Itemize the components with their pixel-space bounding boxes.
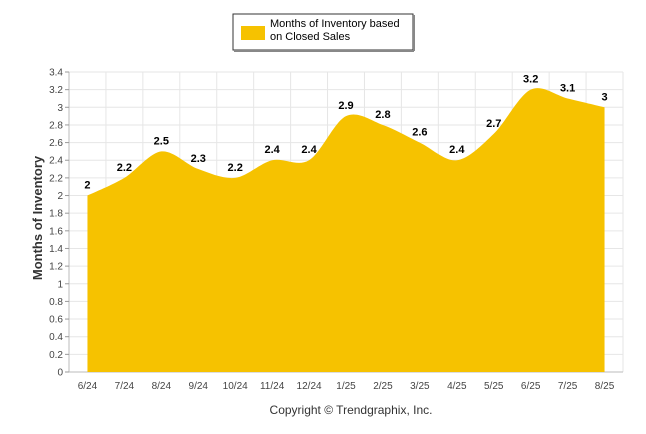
data-label: 2.4 bbox=[449, 144, 465, 156]
y-tick-label: 1.2 bbox=[49, 262, 63, 273]
x-tick-label: 12/24 bbox=[297, 381, 322, 392]
data-label: 3 bbox=[601, 91, 607, 103]
data-label: 2.2 bbox=[117, 162, 132, 174]
x-axis-ticks: 6/24 7/24 8/24 9/24 10/24 11/24 12/24 1/25 2/25 3… bbox=[78, 381, 615, 392]
x-tick-label: 6/24 bbox=[78, 381, 98, 392]
inventory-area bbox=[87, 88, 605, 373]
copyright-text: Copyright © Trendgraphix, Inc. bbox=[270, 403, 433, 417]
data-label: 3.1 bbox=[560, 82, 575, 94]
data-label: 2.3 bbox=[191, 153, 206, 165]
x-tick-label: 2/25 bbox=[373, 381, 393, 392]
y-axis-ticks: 0 0.2 0.4 0.6 0.8 1 1.2 1.4 1.6 1.8 2 2.2 2.4 2.6 2.8 3… bbox=[49, 68, 69, 379]
y-tick-label: 2.8 bbox=[49, 120, 63, 131]
data-label: 2.5 bbox=[154, 135, 169, 147]
x-tick-label: 8/25 bbox=[595, 381, 615, 392]
x-tick-label: 8/24 bbox=[152, 381, 172, 392]
y-tick-label: 2.6 bbox=[49, 138, 63, 149]
data-labels: 2 2.2 2.5 2.3 2.2 2.4 2.4 2.9 2.8 2.6 2.4 2.7 3.2 3.1… bbox=[84, 74, 607, 192]
legend: Months of Inventory based on Closed Sale… bbox=[232, 13, 415, 52]
legend-swatch bbox=[241, 26, 265, 40]
y-tick-label: 2.2 bbox=[49, 173, 63, 184]
x-tick-label: 9/24 bbox=[189, 381, 209, 392]
y-tick-label: 1.4 bbox=[49, 244, 63, 255]
data-label: 3.2 bbox=[523, 74, 538, 86]
x-tick-label: 7/25 bbox=[558, 381, 578, 392]
y-axis-title: Months of Inventory bbox=[30, 155, 45, 280]
y-tick-label: 3.2 bbox=[49, 85, 63, 96]
y-tick-label: 2.4 bbox=[49, 156, 63, 167]
y-tick-label: 0.6 bbox=[49, 315, 63, 326]
x-tick-label: 6/25 bbox=[521, 381, 541, 392]
data-label: 2.8 bbox=[375, 109, 390, 121]
x-tick-label: 11/24 bbox=[260, 381, 285, 392]
data-label: 2.4 bbox=[301, 144, 317, 156]
data-label: 2.6 bbox=[412, 127, 427, 139]
y-tick-label: 2 bbox=[57, 191, 63, 202]
y-tick-label: 3.4 bbox=[49, 68, 63, 79]
x-tick-label: 10/24 bbox=[223, 381, 248, 392]
data-label: 2.2 bbox=[228, 162, 243, 174]
data-label: 2.7 bbox=[486, 118, 501, 130]
data-label: 2 bbox=[84, 180, 90, 192]
x-tick-label: 3/25 bbox=[410, 381, 430, 392]
x-tick-label: 7/24 bbox=[115, 381, 135, 392]
y-tick-label: 1 bbox=[57, 279, 63, 290]
y-tick-label: 1.6 bbox=[49, 226, 63, 237]
legend-label-line-1: Months of Inventory based bbox=[270, 18, 400, 30]
y-tick-label: 0 bbox=[57, 368, 63, 379]
x-tick-label: 1/25 bbox=[336, 381, 356, 392]
legend-label-line-2: on Closed Sales bbox=[270, 31, 351, 43]
y-tick-label: 0.8 bbox=[49, 297, 63, 308]
y-tick-label: 0.2 bbox=[49, 350, 63, 361]
data-label: 2.4 bbox=[264, 144, 280, 156]
x-tick-label: 4/25 bbox=[447, 381, 467, 392]
y-tick-label: 1.8 bbox=[49, 209, 63, 220]
y-tick-label: 3 bbox=[57, 103, 63, 114]
data-label: 2.9 bbox=[338, 100, 353, 112]
x-tick-label: 5/25 bbox=[484, 381, 504, 392]
y-tick-label: 0.4 bbox=[49, 332, 63, 343]
area-series bbox=[87, 88, 605, 373]
